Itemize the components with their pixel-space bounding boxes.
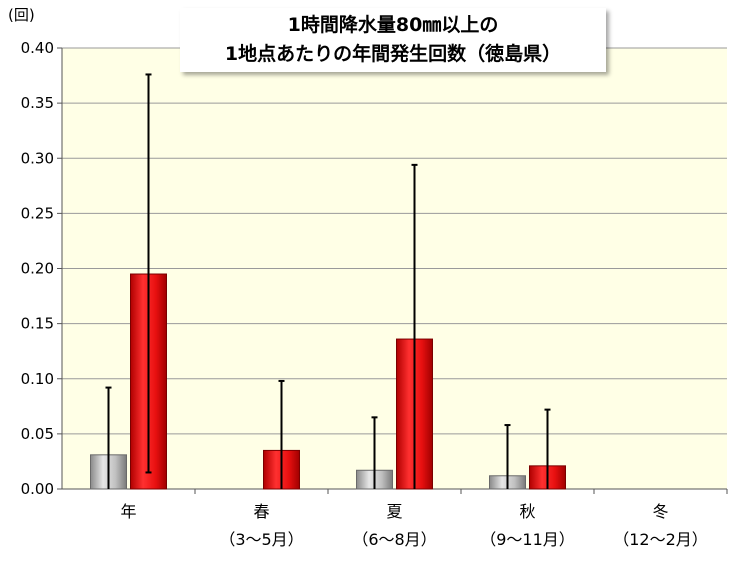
x-tick-sublabel: （3～5月）: [219, 530, 303, 549]
x-tick-sublabel: （9～11月）: [480, 530, 575, 549]
y-axis-unit: (回): [8, 6, 35, 24]
x-tick-sublabel: （6～8月）: [352, 530, 436, 549]
y-tick-label: 0.40: [21, 39, 54, 57]
y-tick-label: 0.10: [21, 370, 54, 388]
chart-title-line-1: 1時間降水量80㎜以上の: [287, 14, 499, 36]
x-tick-label: 春: [253, 502, 269, 521]
y-tick-label: 0.05: [21, 425, 54, 443]
y-tick-label: 0.20: [21, 260, 54, 278]
chart-title-box: 1時間降水量80㎜以上の 1地点あたりの年間発生回数（徳島県）: [180, 8, 606, 72]
y-tick-label: 0.15: [21, 315, 54, 333]
y-tick-label: 0.25: [21, 204, 54, 222]
chart-title-line-2: 1地点あたりの年間発生回数（徳島県）: [224, 43, 562, 65]
y-tick-label: 0.00: [21, 480, 54, 498]
x-tick-label: 夏: [386, 502, 402, 521]
y-tick-label: 0.35: [21, 94, 54, 112]
x-tick-label: 年: [120, 502, 136, 521]
y-tick-label: 0.30: [21, 149, 54, 167]
x-tick-sublabel: （12～2月）: [613, 530, 708, 549]
x-tick-label: 冬: [652, 502, 668, 521]
x-tick-label: 秋: [519, 502, 535, 521]
